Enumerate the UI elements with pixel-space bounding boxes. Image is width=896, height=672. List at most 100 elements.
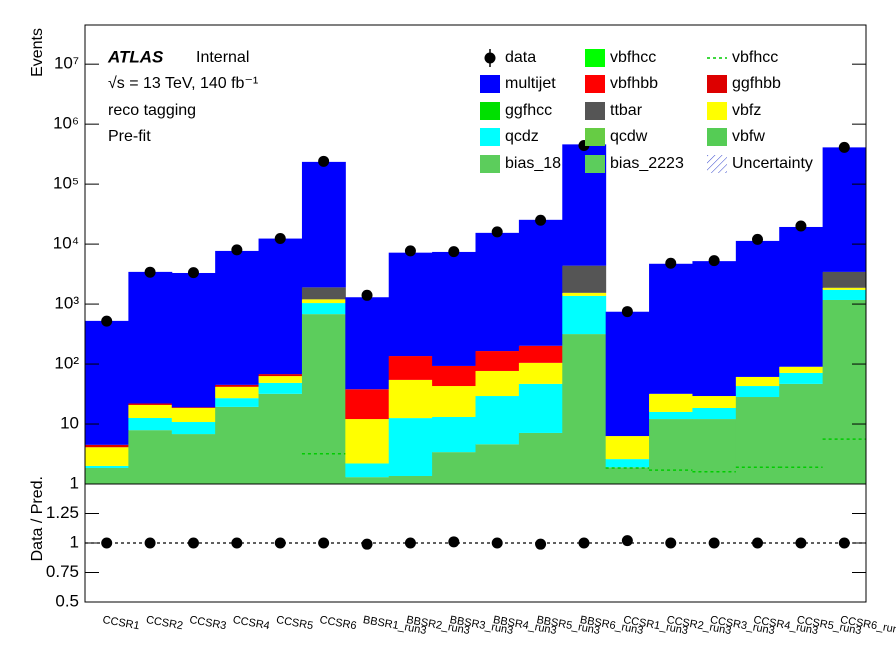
data-point <box>838 141 850 153</box>
legend-label: ggfhbb <box>732 75 781 92</box>
y-tick-label: 0.5 <box>55 591 79 610</box>
bar-segment <box>822 299 866 484</box>
legend-marker <box>585 155 605 173</box>
bar-segment <box>258 374 303 377</box>
ratio-point <box>361 538 373 550</box>
bar-segment <box>822 147 866 272</box>
bar-segment <box>85 465 129 468</box>
bar-segment <box>128 418 173 431</box>
y-tick-label: 10⁴ <box>53 234 79 253</box>
legend-marker <box>707 155 727 173</box>
bar-segment <box>692 408 737 420</box>
bar-segment <box>345 389 390 420</box>
legend-marker <box>585 102 605 120</box>
bar-segment <box>822 289 866 300</box>
bar-segment <box>822 271 866 288</box>
y-tick-label: 10³ <box>54 294 79 313</box>
ratio-point <box>404 537 416 549</box>
bar-segment <box>171 408 216 423</box>
ratio-point <box>621 535 633 547</box>
bar-segment <box>475 351 520 371</box>
bar-segment <box>85 467 129 484</box>
experiment-label: ATLAS <box>107 47 164 66</box>
bar-segment <box>85 320 129 445</box>
bar-segment <box>171 407 216 409</box>
bar-segment <box>171 434 216 484</box>
bar-segment <box>171 422 216 435</box>
bar-segment <box>475 232 520 352</box>
bar-segment <box>388 379 433 419</box>
y-tick-label: 1 <box>70 473 79 492</box>
bar-segment <box>475 444 520 484</box>
bar-segment <box>432 251 476 366</box>
legend-label: vbfhcc <box>610 49 656 66</box>
plot-area <box>85 140 866 484</box>
bar-segment <box>258 393 303 484</box>
bar-segment <box>258 376 303 383</box>
legend-label: Uncertainty <box>732 155 813 172</box>
legend-marker <box>585 75 605 93</box>
legend-label: multijet <box>505 75 556 92</box>
bar-segment <box>432 416 476 453</box>
y-tick-label: 10⁵ <box>53 174 79 193</box>
legend-label: bias_2223 <box>610 155 684 172</box>
bar-segment <box>692 396 737 409</box>
ratio-point <box>448 536 460 548</box>
bar-segment <box>735 376 780 387</box>
bar-segment <box>388 356 433 380</box>
bar-segment <box>301 299 346 304</box>
data-point <box>187 267 199 279</box>
ratio-point <box>101 537 113 549</box>
status-label: Internal <box>196 49 249 66</box>
bar-segment <box>388 418 433 476</box>
bar-segment <box>779 226 824 367</box>
bar-segment <box>779 366 824 373</box>
data-point <box>752 233 764 245</box>
bar-segment <box>562 265 607 293</box>
ratio-point <box>318 537 330 549</box>
y-tick-label: 10⁶ <box>53 114 79 133</box>
bar-segment <box>258 238 303 375</box>
bar-segment <box>388 475 433 484</box>
bar-segment <box>475 370 520 397</box>
ratio-axis-title: Data / Pred. <box>29 476 46 561</box>
bar-segment <box>649 419 693 484</box>
y-tick-label: 10² <box>54 354 79 373</box>
bar-segment <box>432 386 476 417</box>
legend-label: data <box>505 49 536 66</box>
legend-label: vbfhcc <box>732 49 778 66</box>
legend-marker <box>480 128 500 146</box>
data-point <box>448 246 460 258</box>
y-axis-title: Events <box>29 28 46 77</box>
legend-marker <box>480 155 500 173</box>
data-point <box>101 315 113 327</box>
ratio-point <box>665 537 677 549</box>
ratio-area <box>85 535 866 550</box>
ratio-frame <box>84 483 867 603</box>
data-point <box>535 214 547 226</box>
legend-label: qcdw <box>610 128 648 145</box>
bar-segment <box>822 287 866 290</box>
y-tick-label: 1.25 <box>46 503 79 522</box>
data-point <box>404 245 416 257</box>
bar-segment <box>735 386 780 398</box>
bar-segment <box>345 477 390 484</box>
legend-label: vbfw <box>732 128 765 145</box>
bar-segment <box>301 314 346 484</box>
bar-segment <box>475 396 520 445</box>
data-point <box>318 155 330 167</box>
bar-segment <box>85 444 129 448</box>
ratio-point <box>578 537 590 549</box>
ratio-point <box>752 537 764 549</box>
bar-segment <box>562 292 607 296</box>
bar-segment <box>649 393 693 412</box>
bar-segment <box>518 432 563 484</box>
energy-label: √s = 13 TeV, 140 fb⁻¹ <box>108 75 258 92</box>
data-point <box>795 220 807 232</box>
bar-segment <box>345 463 390 478</box>
bar-segment <box>301 161 346 288</box>
legend-marker <box>707 75 727 93</box>
bar-segment <box>128 430 173 484</box>
bar-segment <box>692 261 737 397</box>
